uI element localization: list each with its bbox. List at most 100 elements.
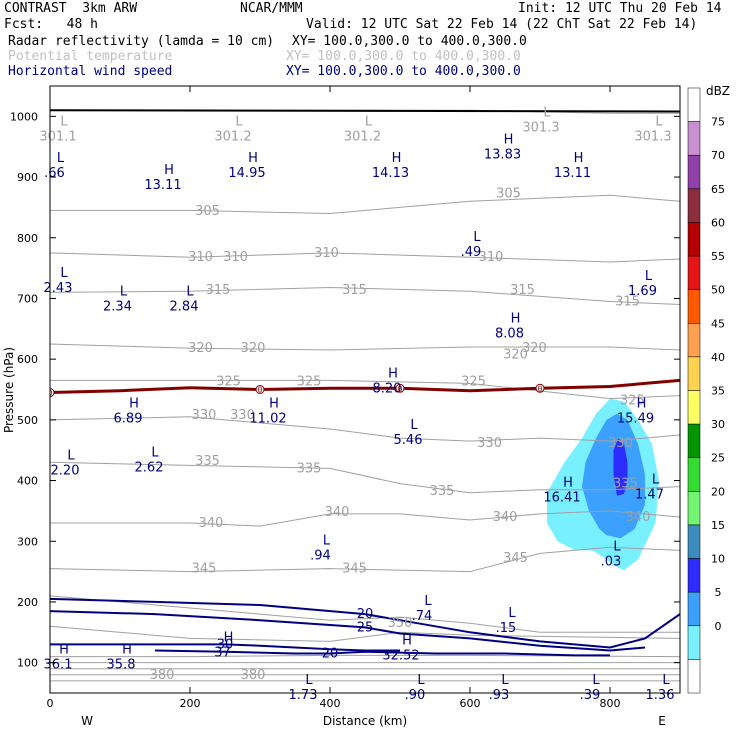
- colorbar-label: 45: [711, 317, 725, 330]
- wind-layer: [50, 597, 680, 657]
- reflectivity-layer: [547, 398, 659, 571]
- theta-label: 315: [510, 283, 535, 298]
- theta-label: 320: [188, 341, 213, 356]
- wind-low-marker: L: [662, 673, 670, 688]
- colorbar-swatch: [687, 659, 701, 694]
- theta-label: 335: [195, 454, 220, 469]
- theta-label: 380: [241, 668, 266, 683]
- freezing-level-marker: [535, 383, 545, 393]
- wind-extreme-value: 1.69: [628, 284, 657, 299]
- wind-extreme-value: 35.8: [107, 658, 136, 673]
- wind-low-marker: L: [410, 418, 418, 433]
- colorbar-label: 35: [711, 385, 725, 398]
- colorbar-label: 5: [715, 586, 722, 599]
- x-tick-label: 600: [460, 697, 481, 710]
- colorbar-swatch: [687, 423, 701, 458]
- field1-xy: XY= 100.0,300.0 to 400.0,300.0: [292, 34, 527, 49]
- colorbar-swatch: [687, 390, 701, 425]
- theta-label: 310: [479, 250, 504, 265]
- theta-contour-15: [50, 194, 680, 215]
- wind-high-marker: H: [248, 151, 258, 166]
- wind-extreme-value: .66: [44, 166, 65, 181]
- theta-contour-11: [50, 379, 680, 400]
- wind-high-marker: H: [511, 312, 521, 327]
- theta-label: 320: [522, 341, 547, 356]
- wind-extreme-value: 1.47: [635, 488, 664, 503]
- wind-low-marker: L: [120, 284, 128, 299]
- colorbar-swatch: [687, 323, 701, 358]
- theta-label: 325: [461, 375, 486, 390]
- field3-xy: XY= 100.0,300.0 to 400.0,300.0: [286, 64, 521, 79]
- theta-extreme-value: 301.3: [522, 120, 559, 135]
- model-name: CONTRAST 3km ARW: [4, 1, 138, 16]
- freezing-level-marker: [50, 388, 55, 398]
- wind-high-marker: H: [504, 133, 514, 148]
- wind-extreme-value: 8.08: [495, 327, 524, 342]
- theta-label: 325: [297, 375, 322, 390]
- theta-label: 330: [192, 408, 217, 423]
- x-axis-label: Distance (km): [323, 714, 407, 728]
- theta-label: 315: [615, 294, 640, 309]
- wind-contour-label: 20: [357, 607, 374, 622]
- wind-extreme-value: 16.41: [543, 491, 580, 506]
- theta-contour-8: [50, 510, 680, 527]
- wind-contour-label: 20: [322, 647, 339, 662]
- freezing-level-marker: [255, 385, 265, 394]
- wind-extreme-value: 14.95: [228, 166, 265, 181]
- colorbar-swatch: [687, 356, 701, 391]
- colorbar-label: 50: [711, 284, 725, 297]
- colorbar-label: 40: [711, 351, 725, 364]
- theta-label: 310: [188, 250, 213, 265]
- wind-extreme-value: 2.20: [51, 463, 80, 478]
- wind-extreme-value: 2.34: [103, 299, 132, 314]
- wind-extreme-value: .74: [412, 609, 433, 624]
- x-right-end: E: [658, 714, 666, 728]
- theta-contour-14: [50, 252, 680, 263]
- wind-extreme-value: 13.11: [144, 178, 181, 193]
- ground-line: [50, 109, 680, 113]
- wind-low-marker: L: [424, 594, 432, 609]
- freezing-level-label: 0: [258, 386, 263, 395]
- wind-low-marker: L: [613, 539, 621, 554]
- forecast-hour: Fcst: 48 h: [4, 17, 98, 32]
- wind-extreme-value: .93: [489, 688, 510, 703]
- wind-low-marker: L: [151, 445, 159, 460]
- theta-contour-12: [50, 343, 680, 351]
- wind-low-marker: L: [305, 673, 313, 688]
- theta-label: 325: [620, 393, 645, 408]
- colorbar-swatch: [687, 625, 701, 660]
- wind-high-marker: H: [402, 633, 412, 648]
- wind-extreme-value: 11.02: [249, 412, 286, 427]
- wind-low-marker: L: [592, 673, 600, 688]
- x-tick-label: 400: [320, 697, 341, 710]
- theta-label: 305: [195, 204, 220, 219]
- y-tick-label: 600: [17, 353, 38, 366]
- theta-label: 345: [342, 562, 367, 577]
- theta-label: 330: [477, 436, 502, 451]
- wind-extreme-value: 1.73: [289, 688, 318, 703]
- wind-extreme-value: 2.43: [44, 281, 73, 296]
- theta-label: 305: [496, 186, 521, 201]
- wind-high-marker: H: [574, 151, 584, 166]
- theta-label: 335: [430, 484, 455, 499]
- theta-low-marker: L: [655, 114, 663, 129]
- center-name: NCAR/MMM: [240, 1, 303, 16]
- label-layer: 380 380 350 345 345 345 340 340 340 340 335 335 335 3…: [39, 105, 674, 703]
- wind-high-marker: H: [129, 397, 139, 412]
- wind-contour-30: [50, 643, 400, 652]
- theta-layer: [50, 109, 680, 682]
- wind-extreme-value: .03: [601, 554, 622, 569]
- wind-high-marker: H: [164, 163, 174, 178]
- x-tick-label: 200: [180, 697, 201, 710]
- valid-time: Valid: 12 UTC Sat 22 Feb 14 (22 ChT Sat …: [306, 17, 698, 32]
- colorbar-label: 70: [711, 149, 725, 162]
- y-tick-label: 800: [17, 232, 38, 245]
- colorbar-label: 0: [715, 620, 722, 633]
- colorbar-swatch: [687, 524, 701, 559]
- wind-extreme-value: 13.83: [484, 148, 521, 163]
- theta-contour-9: [50, 461, 680, 494]
- wind-contour-label: 25: [357, 620, 374, 635]
- colorbar-label: 75: [711, 116, 725, 129]
